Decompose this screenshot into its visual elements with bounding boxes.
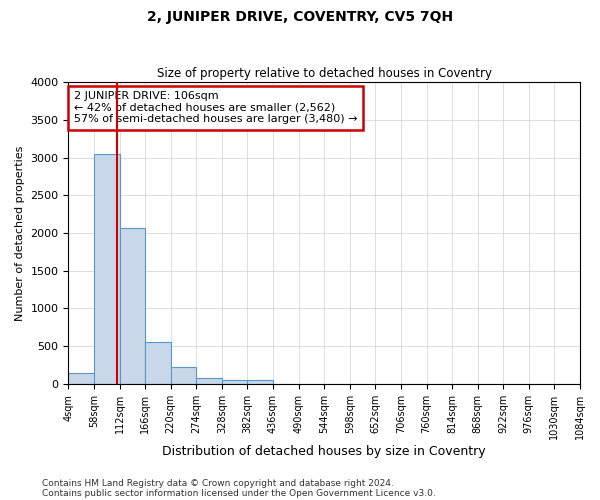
Y-axis label: Number of detached properties: Number of detached properties — [15, 146, 25, 320]
Bar — [94, 154, 119, 384]
Bar — [119, 228, 145, 384]
Text: 2, JUNIPER DRIVE, COVENTRY, CV5 7QH: 2, JUNIPER DRIVE, COVENTRY, CV5 7QH — [147, 10, 453, 24]
Bar — [247, 380, 273, 384]
Bar — [68, 372, 94, 384]
Bar — [222, 380, 247, 384]
Bar — [196, 378, 222, 384]
Title: Size of property relative to detached houses in Coventry: Size of property relative to detached ho… — [157, 66, 492, 80]
X-axis label: Distribution of detached houses by size in Coventry: Distribution of detached houses by size … — [163, 444, 486, 458]
Bar — [145, 342, 171, 384]
Text: 2 JUNIPER DRIVE: 106sqm
← 42% of detached houses are smaller (2,562)
57% of semi: 2 JUNIPER DRIVE: 106sqm ← 42% of detache… — [74, 91, 357, 124]
Bar — [171, 368, 196, 384]
Text: Contains public sector information licensed under the Open Government Licence v3: Contains public sector information licen… — [42, 488, 436, 498]
Text: Contains HM Land Registry data © Crown copyright and database right 2024.: Contains HM Land Registry data © Crown c… — [42, 478, 394, 488]
